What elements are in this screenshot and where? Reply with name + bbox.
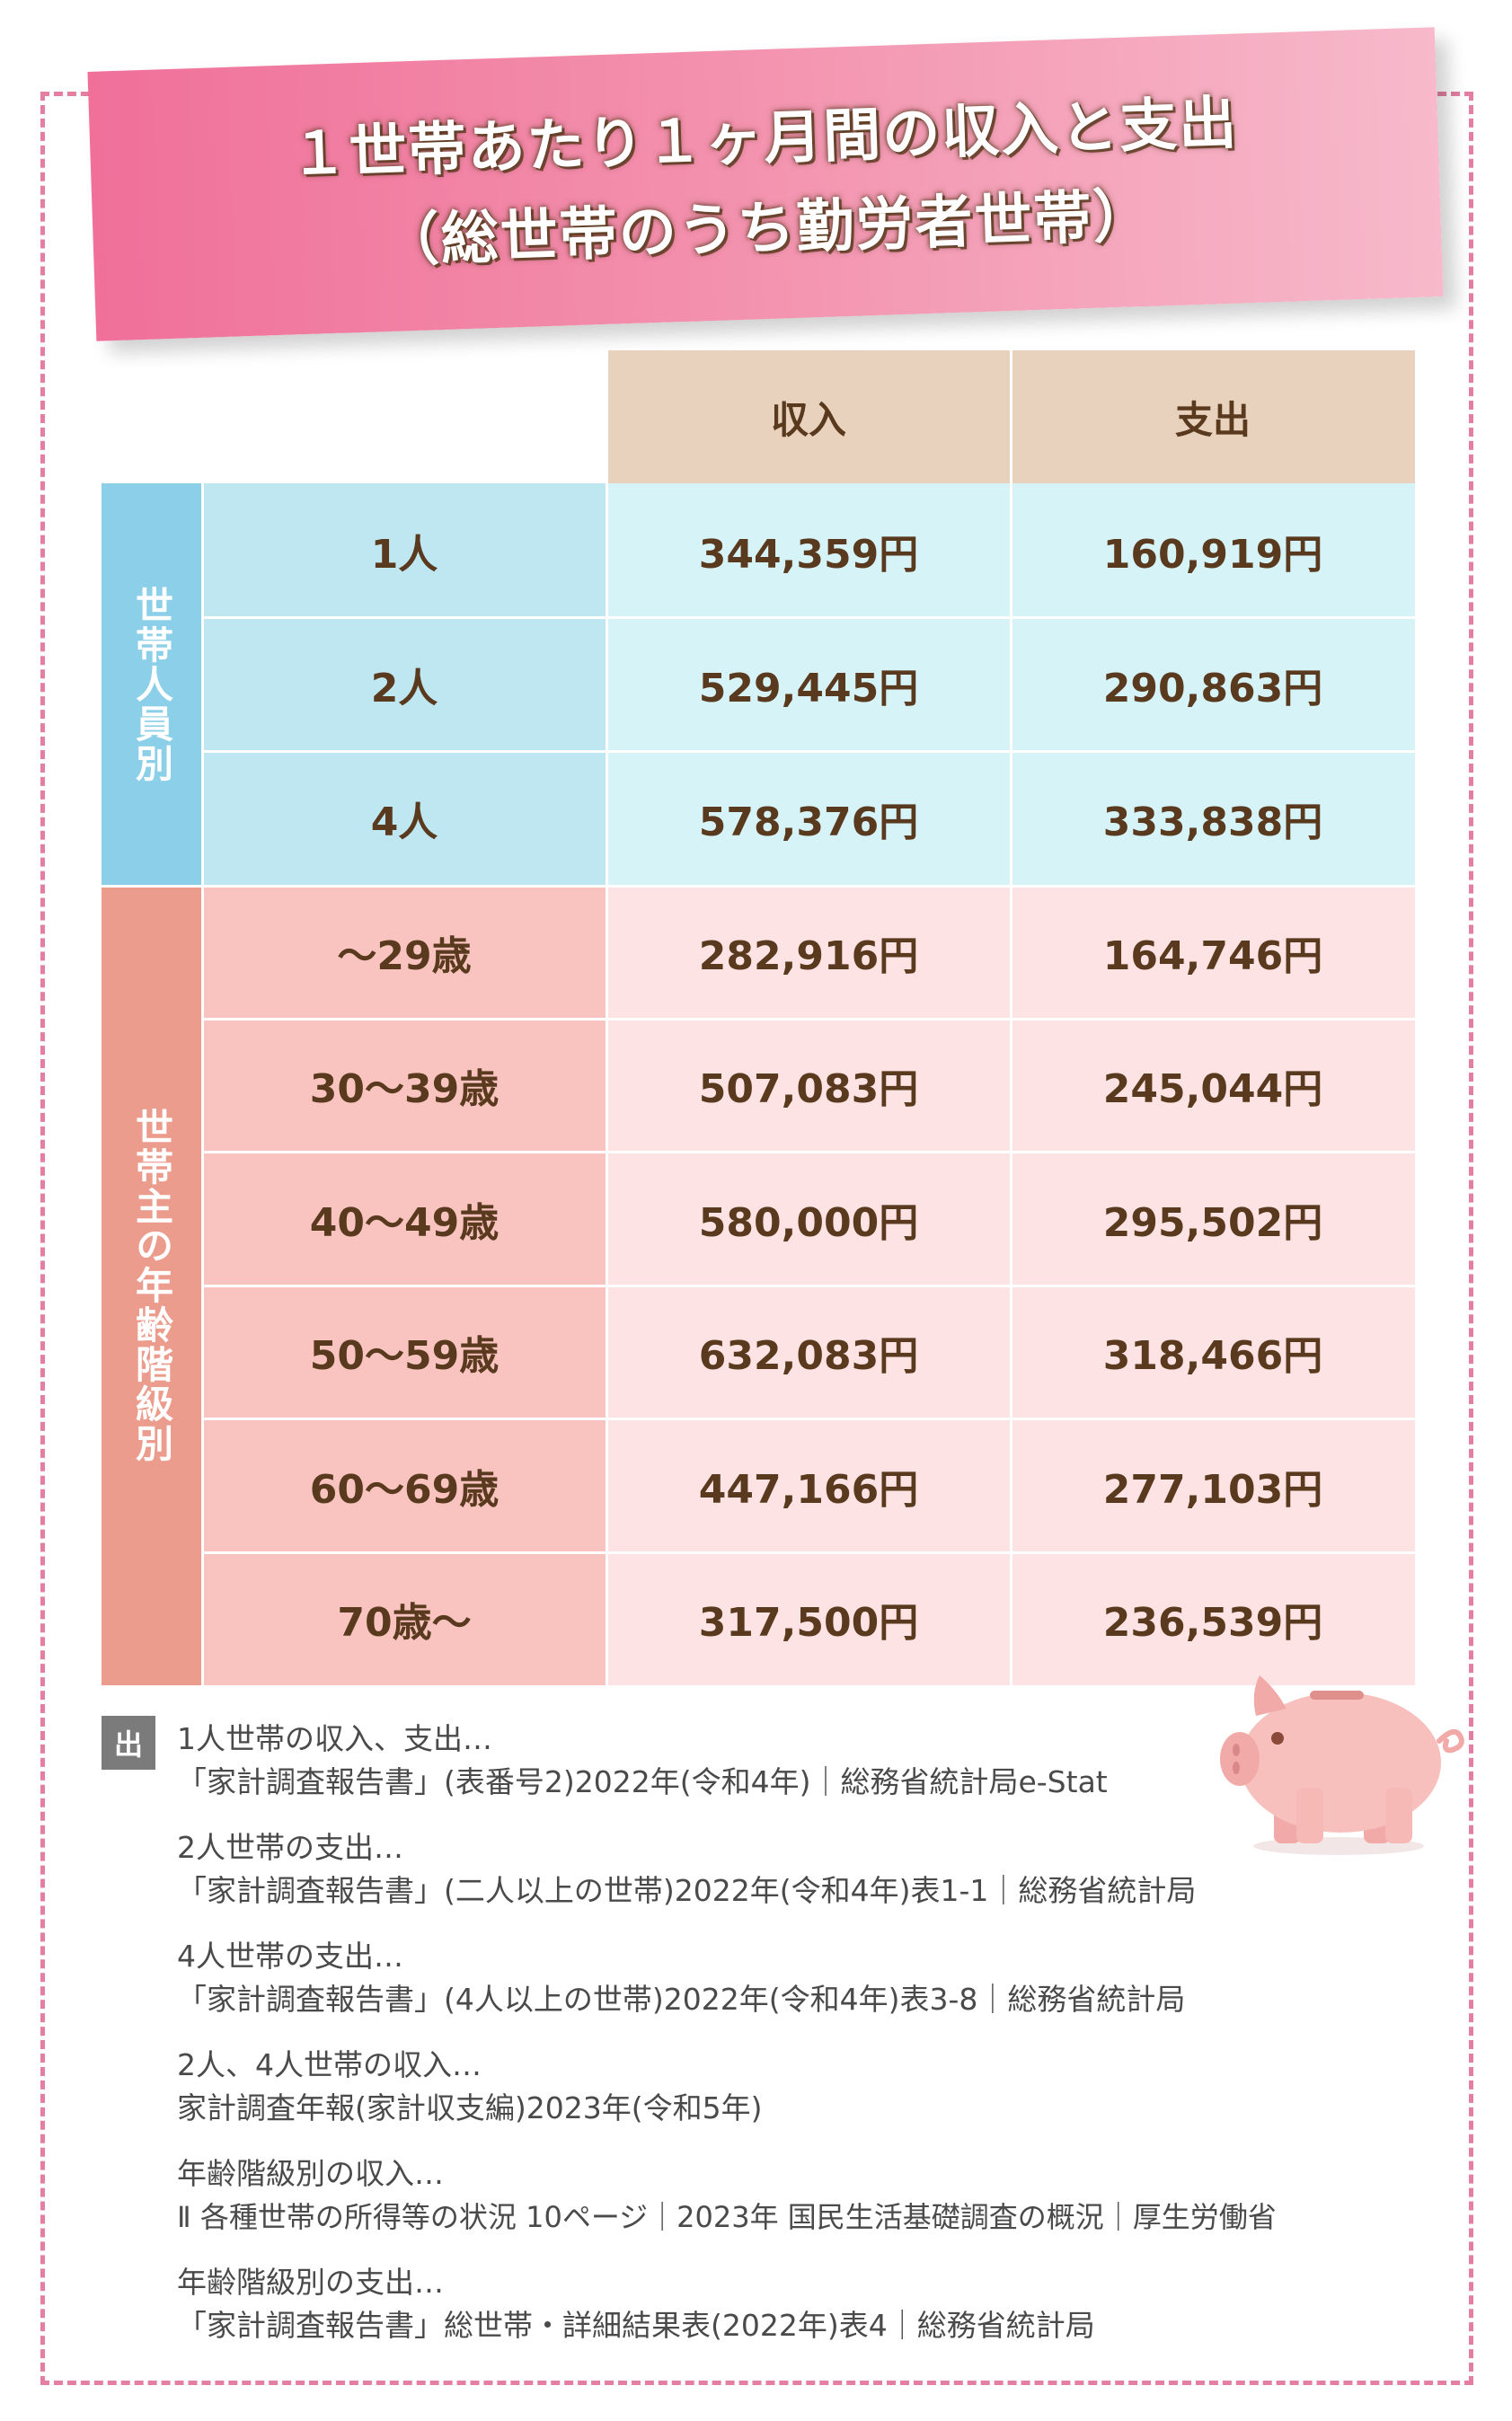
group-label-text: 世帯人員別 [129, 586, 174, 783]
row-label: 40～49歳 [202, 1152, 606, 1286]
income-cell: 580,000円 [606, 1152, 1011, 1286]
expense-cell: 160,919円 [1011, 483, 1415, 617]
grid-line [202, 1285, 1415, 1287]
expense-cell: 164,746円 [1011, 886, 1415, 1019]
row-label: 60～69歳 [202, 1418, 606, 1552]
row-label: 4人 [202, 751, 606, 886]
income-cell: 344,359円 [606, 483, 1011, 617]
grid-line [202, 1551, 1415, 1554]
income-cell: 529,445円 [606, 617, 1011, 751]
row-label: 2人 [202, 617, 606, 751]
group-label-age-bracket: 世帯主の年齢階級別 [102, 886, 202, 1685]
grid-line [202, 1018, 1415, 1021]
source-heading: 2人世帯の支出… [177, 1830, 403, 1865]
group-label-household-size: 世帯人員別 [102, 483, 202, 886]
row-label: ～29歳 [202, 886, 606, 1019]
source-heading: 2人、4人世帯の収入… [177, 2047, 482, 2082]
source-detail: 「家計調査報告書」(二人以上の世帯)2022年(令和4年)表1-1｜総務省統計局 [177, 1873, 1197, 1908]
row-label: 50～59歳 [202, 1286, 606, 1418]
expense-cell: 245,044円 [1011, 1019, 1415, 1152]
expense-cell: 290,863円 [1011, 617, 1415, 751]
grid-line [202, 616, 1415, 619]
source-badge: 出 [102, 1716, 155, 1770]
source-heading: 1人世帯の収入、支出… [177, 1721, 492, 1756]
income-cell: 317,500円 [606, 1552, 1011, 1685]
grid-line [202, 1151, 1415, 1153]
title-banner: １世帯あたり１ヶ月間の収入と支出 （総世帯のうち勤労者世帯） [87, 27, 1444, 341]
grid-line [102, 885, 1415, 888]
source-heading: 4人世帯の支出… [177, 1939, 403, 1974]
expense-cell: 277,103円 [1011, 1418, 1415, 1552]
source-heading: 年齢階級別の収入… [177, 2156, 444, 2191]
grid-line [202, 1418, 1415, 1420]
piggy-bank-icon [1220, 1675, 1464, 1855]
source-heading: 年齢階級別の支出… [177, 2265, 444, 2300]
row-label: 70歳～ [202, 1552, 606, 1685]
source-detail: 家計調査年報(家計収支編)2023年(令和5年) [177, 2090, 763, 2125]
source-detail: 「家計調査報告書」総世帯・詳細結果表(2022年)表4｜総務省統計局 [177, 2308, 1095, 2343]
income-cell: 507,083円 [606, 1019, 1011, 1152]
group-label-text: 世帯主の年齢階級別 [129, 1108, 174, 1463]
grid-line [201, 483, 204, 1685]
expense-cell: 295,502円 [1011, 1152, 1415, 1286]
row-label: 30～39歳 [202, 1019, 606, 1152]
row-label: 1人 [202, 483, 606, 617]
column-header-expense: 支出 [1011, 350, 1415, 483]
source-detail: 「家計調査報告書」(表番号2)2022年(令和4年)｜総務省統計局e-Stat [177, 1764, 1108, 1799]
source-detail: 「家計調査報告書」(4人以上の世帯)2022年(令和4年)表3-8｜総務省統計局 [177, 1982, 1186, 2017]
income-cell: 632,083円 [606, 1286, 1011, 1418]
expense-cell: 318,466円 [1011, 1286, 1415, 1418]
column-header-income: 収入 [606, 350, 1011, 483]
income-cell: 447,166円 [606, 1418, 1011, 1552]
expense-cell: 333,838円 [1011, 751, 1415, 886]
income-cell: 282,916円 [606, 886, 1011, 1019]
income-cell: 578,376円 [606, 751, 1011, 886]
grid-line [202, 750, 1415, 753]
expense-cell: 236,539円 [1011, 1552, 1415, 1685]
source-detail: Ⅱ 各種世帯の所得等の状況 10ページ｜2023年 国民生活基礎調査の概況｜厚生… [177, 2200, 1277, 2234]
